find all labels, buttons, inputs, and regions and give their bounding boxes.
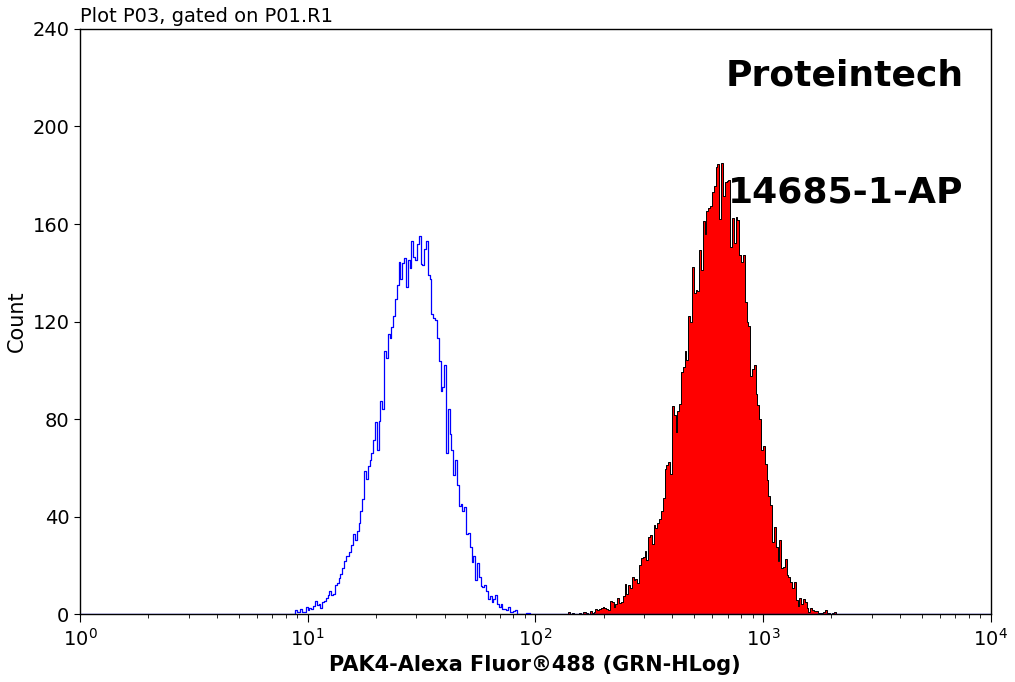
Text: Proteintech: Proteintech xyxy=(725,58,963,92)
X-axis label: PAK4-Alexa Fluor®488 (GRN-HLog): PAK4-Alexa Fluor®488 (GRN-HLog) xyxy=(330,655,741,675)
Y-axis label: Count: Count xyxy=(7,291,27,353)
Text: 14685-1-AP: 14685-1-AP xyxy=(728,175,963,209)
Text: Plot P03, gated on P01.R1: Plot P03, gated on P01.R1 xyxy=(80,7,333,26)
